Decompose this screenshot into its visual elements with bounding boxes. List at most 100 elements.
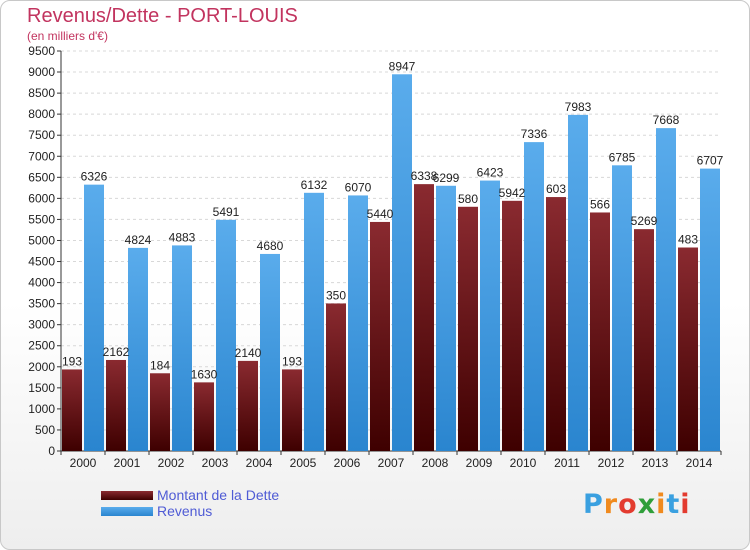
bar-dette (238, 360, 258, 451)
data-label-revenus: 4824 (125, 233, 152, 247)
y-tick-label: 8000 (28, 107, 55, 121)
bar-dette (502, 200, 522, 451)
x-tick-label: 2002 (158, 456, 185, 470)
data-label-dette: 603 (546, 182, 566, 196)
x-tick-label: 2000 (70, 456, 97, 470)
data-label-revenus: 8947 (389, 59, 416, 73)
y-tick-label: 6000 (28, 191, 55, 205)
y-tick-label: 1000 (28, 402, 55, 416)
y-tick-label: 2000 (28, 360, 55, 374)
y-tick-label: 9500 (28, 44, 55, 58)
x-tick-label: 2003 (202, 456, 229, 470)
bar-revenus (656, 128, 676, 451)
y-tick-label: 4500 (28, 255, 55, 269)
bar-revenus (392, 74, 412, 451)
y-tick-label: 9000 (28, 65, 55, 79)
bar-revenus (700, 168, 720, 451)
data-label-revenus: 6785 (609, 150, 636, 164)
data-label-dette: 483 (678, 233, 698, 247)
legend-swatch-dette (101, 491, 153, 500)
data-label-revenus: 6423 (477, 166, 504, 180)
x-tick-label: 2013 (642, 456, 669, 470)
y-tick-label: 7500 (28, 128, 55, 142)
x-tick-label: 2001 (114, 456, 141, 470)
bar-dette (634, 229, 654, 451)
bar-dette (370, 221, 390, 451)
bar-revenus (348, 195, 368, 451)
y-tick-label: 6500 (28, 170, 55, 184)
data-label-dette: 5440 (367, 207, 394, 221)
data-label-revenus: 6707 (697, 154, 724, 168)
x-tick-label: 2004 (246, 456, 273, 470)
y-tick-label: 500 (35, 423, 55, 437)
bar-revenus (128, 247, 148, 451)
x-tick-label: 2007 (378, 456, 405, 470)
bar-dette (678, 247, 698, 451)
x-tick-label: 2011 (554, 456, 580, 470)
logo-letter: P (583, 489, 604, 520)
bar-revenus (612, 165, 632, 451)
y-tick-label: 4000 (28, 276, 55, 290)
data-label-revenus: 7336 (521, 127, 548, 141)
data-label-revenus: 5491 (213, 205, 240, 219)
data-label-dette: 193 (282, 354, 302, 368)
y-tick-label: 8500 (28, 86, 55, 100)
x-tick-label: 2014 (686, 456, 713, 470)
data-label-dette: 1630 (191, 367, 218, 381)
logo-letter: o (618, 489, 638, 520)
x-tick-label: 2012 (598, 456, 625, 470)
data-label-dette: 5269 (631, 214, 658, 228)
bar-dette (106, 359, 126, 451)
bar-revenus (216, 219, 236, 451)
legend-swatch-revenus (101, 507, 153, 516)
grid-lines (61, 50, 721, 452)
bar-revenus (84, 184, 104, 452)
data-label-dette: 193 (62, 354, 82, 368)
data-label-dette: 184 (150, 358, 170, 372)
bar-dette (62, 369, 82, 451)
bar-dette (282, 369, 302, 451)
bar-dette (194, 382, 214, 451)
bar-revenus (304, 192, 324, 451)
y-tick-label: 5500 (28, 212, 55, 226)
bar-revenus (524, 142, 544, 451)
data-label-revenus: 6070 (345, 180, 372, 194)
bar-revenus (480, 180, 500, 451)
data-label-revenus: 7668 (653, 113, 680, 127)
axes: 0 500 1000 1500 2000 2500 3000 3500 4000 4500 5000… (28, 44, 722, 470)
data-label-revenus: 4883 (169, 230, 196, 244)
x-tick-label: 2009 (466, 456, 493, 470)
chart-title: Revenus/Dette - PORT-LOUIS (27, 5, 298, 27)
data-label-dette: 5942 (499, 186, 526, 200)
data-label-dette: 580 (458, 192, 478, 206)
y-tick-label: 2500 (28, 339, 55, 353)
data-label-revenus: 7983 (565, 100, 592, 114)
bar-dette (150, 373, 170, 451)
logo-letter: r (603, 489, 619, 520)
x-tick-label: 2008 (422, 456, 449, 470)
y-tick-label: 3500 (28, 297, 55, 311)
logo-letter: t (666, 489, 681, 520)
y-tick-label: 7000 (28, 149, 55, 163)
x-tick-label: 2005 (290, 456, 317, 470)
data-label-revenus: 4680 (257, 239, 284, 253)
bar-dette (546, 197, 566, 451)
data-label-revenus: 6299 (433, 171, 460, 185)
x-tick-label: 2010 (510, 456, 537, 470)
proxiti-logo: Proxiti (583, 489, 691, 520)
legend-label-revenus: Revenus (157, 503, 213, 519)
y-tick-label: 3000 (28, 318, 55, 332)
bar-revenus (172, 245, 192, 451)
data-label-revenus: 6326 (81, 170, 108, 184)
bars (62, 74, 720, 452)
data-label-revenus: 6132 (301, 178, 328, 192)
bar-dette (458, 206, 478, 451)
logo-letter: i (680, 489, 691, 520)
data-label-dette: 6338 (411, 169, 438, 183)
x-tick-label: 2006 (334, 456, 361, 470)
data-labels: 193 6326 2162 4824 184 4883 1630 5491 2140 4680 19… (62, 59, 724, 381)
y-tick-label: 5000 (28, 233, 55, 247)
y-tick-label: 1500 (28, 381, 55, 395)
bar-revenus (568, 114, 588, 451)
